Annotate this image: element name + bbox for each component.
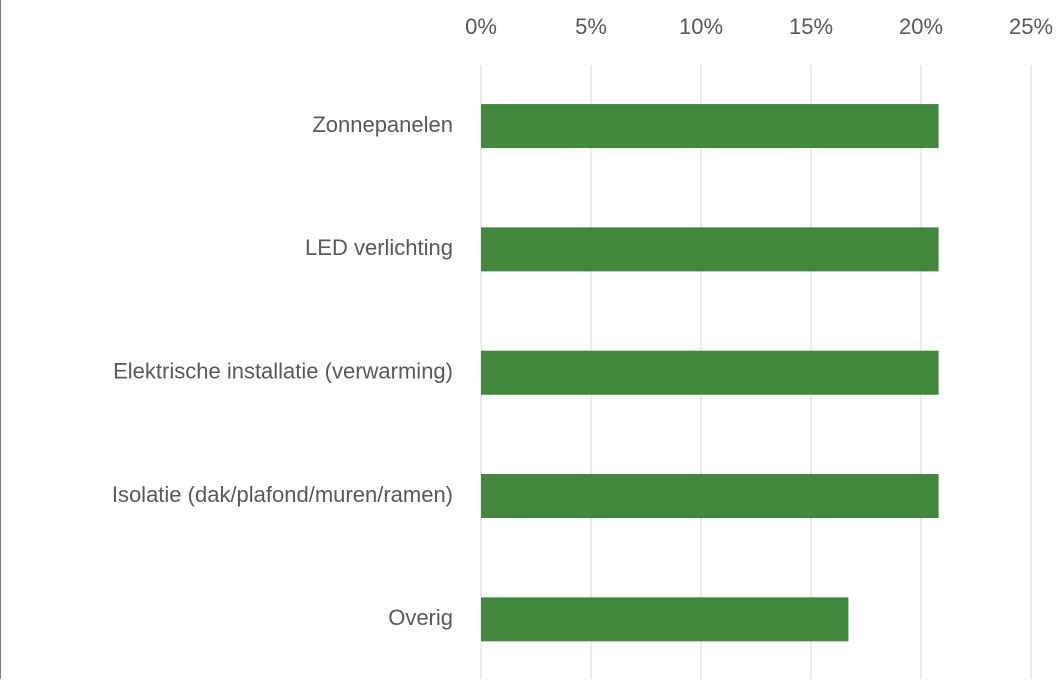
y-tick-label: Overig bbox=[388, 605, 453, 630]
x-tick-label: 5% bbox=[575, 14, 607, 39]
y-tick-label: LED verlichting bbox=[305, 235, 453, 260]
bar bbox=[481, 350, 939, 395]
y-tick-label: Zonnepanelen bbox=[312, 112, 453, 137]
bar bbox=[481, 597, 849, 642]
x-tick-label: 25% bbox=[1009, 14, 1053, 39]
x-tick-label: 0% bbox=[465, 14, 497, 39]
bar bbox=[481, 104, 939, 149]
labels: 0% 5% 10% 15% 20% 25% Zonnepanelen LED verlicht… bbox=[112, 14, 1053, 630]
y-tick-label: Elektrische installatie (verwarming) bbox=[113, 359, 453, 384]
y-tick-label: Isolatie (dak/plafond/muren/ramen) bbox=[112, 482, 453, 507]
bars bbox=[481, 104, 939, 642]
x-tick-label: 15% bbox=[789, 14, 833, 39]
x-tick-label: 10% bbox=[679, 14, 723, 39]
bar bbox=[481, 474, 939, 519]
bar bbox=[481, 227, 939, 272]
x-tick-label: 20% bbox=[899, 14, 943, 39]
